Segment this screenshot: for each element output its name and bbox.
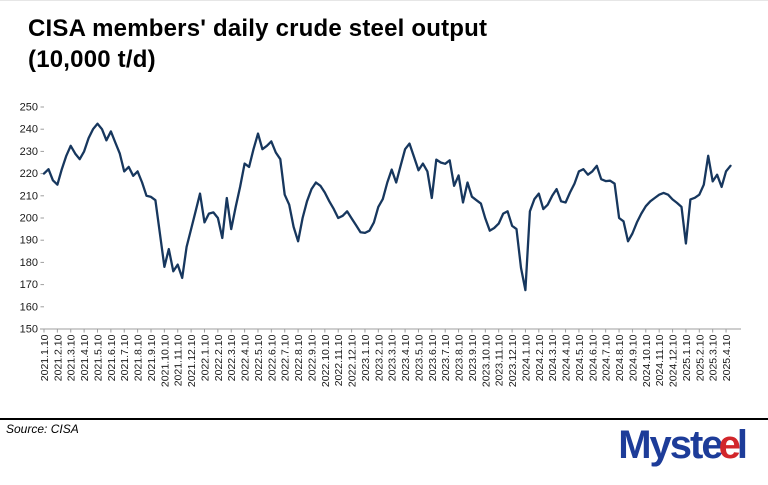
x-tick-label: 2024.1.10 <box>520 334 532 381</box>
y-tick-label: 160 <box>20 301 38 313</box>
x-tick-label: 2025.2.10 <box>694 334 706 381</box>
x-tick-label: 2021.5.10 <box>92 334 104 381</box>
x-tick-label: 2022.1.10 <box>199 334 211 381</box>
x-tick-label: 2021.6.10 <box>106 334 118 381</box>
y-tick-label: 230 <box>20 146 38 158</box>
x-tick-label: 2021.2.10 <box>52 334 64 381</box>
y-tick-label: 250 <box>20 102 38 114</box>
x-tick-label: 2022.7.10 <box>280 334 292 381</box>
x-tick-label: 2021.9.10 <box>146 334 158 381</box>
y-tick-label: 200 <box>20 213 38 225</box>
x-tick-label: 2024.12.10 <box>668 334 680 387</box>
y-tick-label: 240 <box>20 124 38 136</box>
x-tick-label: 2023.6.10 <box>427 334 439 381</box>
x-tick-label: 2021.4.10 <box>79 334 91 381</box>
data-series-line <box>42 122 732 292</box>
x-tick-label: 2023.11.10 <box>494 334 506 386</box>
x-tick-label: 2023.2.10 <box>373 334 385 381</box>
chart-title-line2: (10,000 t/d) <box>28 46 156 73</box>
source-note: Source: CISA <box>6 422 79 436</box>
x-tick-label: 2022.9.10 <box>306 334 318 381</box>
x-tick-label: 2024.5.10 <box>574 334 586 381</box>
x-tick-label: 2022.5.10 <box>253 334 265 381</box>
x-tick-label: 2024.8.10 <box>614 334 626 381</box>
x-tick-label: 2023.4.10 <box>400 334 412 381</box>
y-tick-label: 180 <box>20 257 38 269</box>
x-tick-label: 2024.2.10 <box>534 334 546 381</box>
x-tick-label: 2021.11.10 <box>173 334 185 386</box>
x-tick-label: 2022.3.10 <box>226 334 238 381</box>
y-tick-label: 170 <box>20 279 38 291</box>
x-tick-label: 2021.1.10 <box>39 334 51 381</box>
y-tick-label: 210 <box>20 190 38 202</box>
y-tick-label: 190 <box>20 235 38 247</box>
x-tick-label: 2023.3.10 <box>387 334 399 381</box>
x-tick-label: 2023.9.10 <box>467 334 479 381</box>
x-tick-label: 2022.10.10 <box>320 334 332 387</box>
x-tick-label: 2024.11.10 <box>654 334 666 386</box>
x-tick-label: 2023.1.10 <box>360 334 372 381</box>
x-tick-label: 2025.4.10 <box>721 334 733 381</box>
x-tick-label: 2024.4.10 <box>561 334 573 381</box>
x-tick-label: 2023.7.10 <box>440 334 452 381</box>
x-tick-label: 2021.8.10 <box>133 334 145 381</box>
x-tick-label: 2024.9.10 <box>627 334 639 381</box>
footer-divider <box>0 418 768 420</box>
chart-title: CISA members' daily crude steel output (… <box>28 13 728 75</box>
chart-title-line1: CISA members' daily crude steel output <box>28 15 488 42</box>
x-tick-label: 2022.6.10 <box>266 334 278 381</box>
x-tick-label: 2023.12.10 <box>507 334 519 387</box>
x-tick-label: 2022.8.10 <box>293 334 305 381</box>
x-tick-label: 2021.10.10 <box>159 334 171 387</box>
logo-text-part: e <box>718 423 741 467</box>
x-tick-label: 2024.7.10 <box>601 334 613 381</box>
x-tick-label: 2025.3.10 <box>708 334 720 381</box>
x-tick-label: 2023.10.10 <box>480 334 492 387</box>
x-tick-label: 2023.8.10 <box>454 334 466 381</box>
logo-text-part: e <box>701 423 723 467</box>
x-tick-label: 2022.11.10 <box>333 334 345 386</box>
y-tick-label: 220 <box>20 168 38 180</box>
x-tick-label: 2021.3.10 <box>66 334 78 381</box>
y-axis-labels: 150 160 170 180 190 200 210 220 230 240 250 <box>20 102 44 336</box>
x-tick-label: 2025.1.10 <box>681 334 693 381</box>
logo-text-part: l <box>736 423 748 467</box>
logo-text-part: Myst <box>618 423 703 467</box>
mysteel-logo: Mysteel <box>618 423 748 468</box>
x-tick-label: 2021.7.10 <box>119 334 131 381</box>
x-tick-label: 2024.3.10 <box>547 334 559 381</box>
x-tick-label: 2024.6.10 <box>587 334 599 381</box>
x-axis-labels: 2021.1.10 2021.2.10 2021.3.10 2021.4.10 2021… <box>39 329 733 387</box>
x-tick-label: 2022.4.10 <box>240 334 252 381</box>
x-tick-label: 2021.12.10 <box>186 334 198 387</box>
y-tick-label: 150 <box>20 324 38 336</box>
x-tick-label: 2024.10.10 <box>641 334 653 387</box>
x-tick-label: 2023.5.10 <box>413 334 425 381</box>
x-tick-label: 2022.2.10 <box>213 334 225 381</box>
x-tick-label: 2022.12.10 <box>347 334 359 387</box>
